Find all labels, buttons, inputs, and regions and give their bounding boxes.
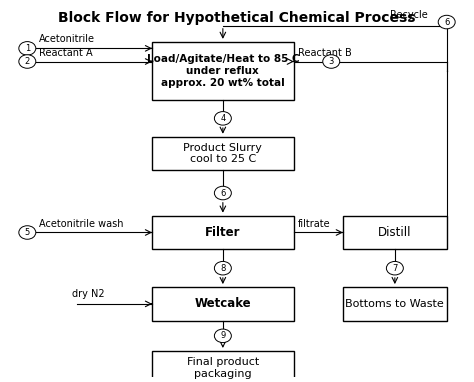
FancyBboxPatch shape (152, 215, 293, 249)
Text: Reactant A: Reactant A (39, 48, 93, 58)
Circle shape (214, 261, 231, 275)
FancyBboxPatch shape (343, 287, 447, 321)
Circle shape (323, 55, 340, 68)
Text: dry N2: dry N2 (72, 290, 105, 299)
Text: Load/Agitate/Heat to 85 C
under reflux
approx. 20 wt% total: Load/Agitate/Heat to 85 C under reflux a… (146, 54, 299, 87)
Text: 6: 6 (220, 189, 226, 197)
Circle shape (19, 55, 36, 68)
Circle shape (19, 226, 36, 239)
Text: Recycle: Recycle (390, 10, 428, 20)
FancyBboxPatch shape (152, 137, 293, 170)
Circle shape (214, 186, 231, 200)
Text: Block Flow for Hypothetical Chemical Process: Block Flow for Hypothetical Chemical Pro… (58, 11, 416, 25)
FancyBboxPatch shape (152, 42, 293, 100)
Text: 3: 3 (328, 57, 334, 66)
Text: 5: 5 (25, 228, 30, 237)
Circle shape (19, 42, 36, 55)
Text: 7: 7 (392, 264, 398, 273)
FancyBboxPatch shape (152, 351, 293, 382)
Text: 4: 4 (220, 114, 226, 123)
Text: Bottoms to Waste: Bottoms to Waste (346, 299, 444, 309)
Circle shape (214, 112, 231, 125)
Text: Wetcake: Wetcake (194, 298, 251, 311)
Text: Reactant B: Reactant B (298, 48, 352, 58)
Text: Distill: Distill (378, 226, 411, 239)
FancyBboxPatch shape (152, 287, 293, 321)
Text: 8: 8 (220, 264, 226, 273)
Text: Acetonitrile wash: Acetonitrile wash (39, 219, 124, 229)
Text: 9: 9 (220, 331, 226, 340)
Text: 6: 6 (444, 18, 449, 27)
Text: 2: 2 (25, 57, 30, 66)
FancyBboxPatch shape (343, 215, 447, 249)
Text: filtrate: filtrate (298, 219, 331, 229)
Circle shape (438, 15, 455, 29)
Text: Product Slurry
cool to 25 C: Product Slurry cool to 25 C (183, 143, 262, 164)
Text: Filter: Filter (205, 226, 241, 239)
Text: Acetonitrile: Acetonitrile (39, 34, 95, 44)
Circle shape (386, 261, 403, 275)
Text: Final product
packaging: Final product packaging (187, 357, 259, 379)
Circle shape (214, 329, 231, 343)
Text: 1: 1 (25, 44, 30, 53)
